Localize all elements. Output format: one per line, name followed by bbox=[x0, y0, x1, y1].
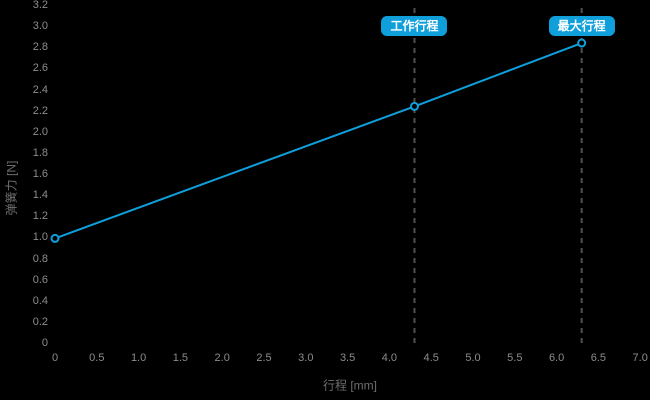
x-tick-label: 5.0 bbox=[465, 352, 481, 364]
x-tick-label: 2.0 bbox=[214, 352, 230, 364]
y-tick-label: 2.2 bbox=[32, 104, 48, 117]
y-tick-label: 2.6 bbox=[32, 62, 48, 75]
y-axis-title: 弹簧力 [N] bbox=[4, 160, 19, 216]
x-tick-label: 4.0 bbox=[381, 352, 398, 364]
y-tick-label: 2.8 bbox=[32, 41, 48, 54]
y-tick-label: 1.0 bbox=[32, 231, 48, 244]
x-tick-label: 6.0 bbox=[548, 352, 565, 364]
x-tick-label: 7.0 bbox=[632, 352, 648, 364]
x-axis-title: 行程 [mm] bbox=[323, 378, 377, 393]
y-tick-label: 1.2 bbox=[32, 210, 48, 223]
annotation-badge: 最大行程 bbox=[548, 16, 615, 36]
x-tick-label: 5.5 bbox=[507, 352, 523, 364]
x-tick-label: 3.0 bbox=[298, 352, 314, 364]
data-point-marker bbox=[409, 101, 419, 111]
spring-force-line bbox=[54, 42, 583, 240]
y-tick-label: 3.0 bbox=[32, 20, 48, 33]
y-tick-label: 0.8 bbox=[32, 252, 48, 265]
x-tick-label: 0.5 bbox=[89, 352, 105, 364]
x-tick-label: 2.5 bbox=[256, 352, 272, 364]
y-tick-label: 0.2 bbox=[32, 315, 48, 328]
y-tick-label: 0 bbox=[41, 337, 48, 349]
x-tick-label: 4.5 bbox=[423, 352, 439, 364]
x-tick-label: 3.5 bbox=[339, 352, 356, 364]
y-tick-label: 1.6 bbox=[32, 168, 48, 181]
x-tick-label: 1.5 bbox=[172, 352, 189, 364]
annotation-badge: 工作行程 bbox=[381, 16, 448, 36]
y-tick-label: 2.0 bbox=[32, 125, 48, 138]
x-tick-label: 6.5 bbox=[590, 352, 607, 364]
y-tick-label: 1.4 bbox=[32, 189, 48, 202]
x-tick-label: 1.0 bbox=[130, 352, 147, 364]
data-point-marker bbox=[50, 233, 60, 243]
y-tick-label: 0.4 bbox=[32, 294, 48, 307]
data-point-marker bbox=[577, 38, 587, 48]
y-tick-label: 1.8 bbox=[32, 146, 48, 159]
x-tick-label: 0 bbox=[51, 352, 59, 364]
y-tick-label: 2.4 bbox=[32, 83, 48, 96]
y-tick-label: 3.2 bbox=[32, 0, 48, 12]
y-tick-label: 0.6 bbox=[32, 273, 48, 286]
